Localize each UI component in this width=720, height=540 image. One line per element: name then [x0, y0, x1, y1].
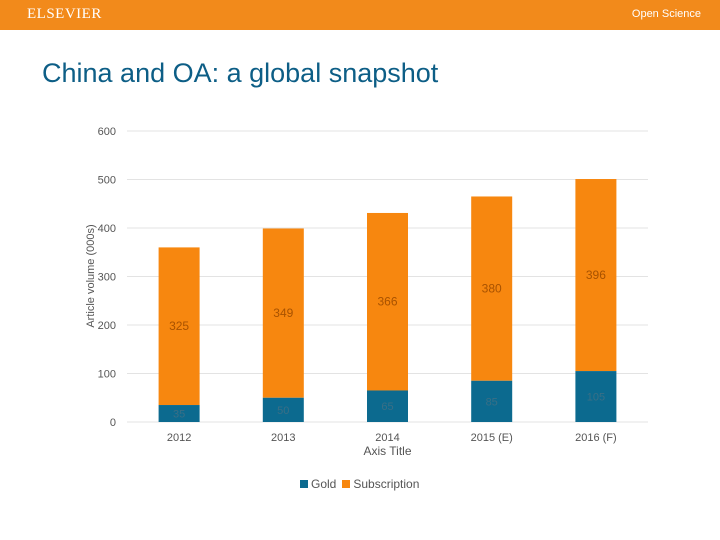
- y-tick-label: 100: [98, 369, 116, 381]
- data-label-subscription: 349: [273, 306, 293, 320]
- legend-swatch-subscription: [342, 480, 351, 488]
- bar-subscription: [158, 247, 200, 406]
- data-label-gold: 105: [587, 392, 605, 404]
- x-tick-label: 2015 (E): [471, 432, 513, 444]
- bar-subscription: [471, 196, 513, 381]
- chart-legend: Gold Subscription: [300, 477, 419, 491]
- x-tick-label: 2012: [167, 432, 191, 444]
- bar-subscription: [262, 228, 304, 398]
- y-axis-title: Article volume (000s): [85, 224, 97, 327]
- bar-gold: [158, 405, 200, 422]
- y-tick-label: 0: [110, 417, 116, 429]
- data-label-subscription: 396: [586, 268, 606, 282]
- legend-swatch-gold: [300, 480, 308, 488]
- x-tick-label: 2014: [375, 432, 399, 444]
- data-label-gold: 65: [381, 401, 393, 413]
- data-label-gold: 50: [277, 405, 289, 417]
- legend-item-gold: Gold: [300, 477, 336, 491]
- bar-subscription: [575, 179, 617, 372]
- legend-item-subscription: Subscription: [342, 477, 419, 491]
- data-label-subscription: 366: [377, 295, 397, 309]
- bar-gold: [262, 397, 304, 422]
- y-tick-label: 600: [98, 126, 116, 138]
- open-science-tag: Open Science: [631, 8, 701, 20]
- bar-subscription: [367, 212, 408, 391]
- elsevier-logo: ELSEVIER: [27, 6, 102, 22]
- bar-gold: [471, 380, 513, 422]
- y-tick-label: 200: [98, 320, 116, 332]
- y-tick-label: 400: [98, 223, 116, 235]
- legend-label-subscription: Subscription: [353, 477, 420, 491]
- data-label-gold: 85: [486, 396, 498, 408]
- data-label-subscription: 380: [482, 282, 502, 296]
- slide-title: China and OA: a global snapshot: [42, 58, 439, 88]
- y-tick-label: 300: [98, 272, 116, 284]
- x-tick-label: 2016 (F): [575, 432, 617, 444]
- x-tick-label: 2013: [271, 432, 295, 444]
- x-axis-title: Axis Title: [363, 444, 411, 458]
- y-tick-label: 500: [98, 175, 116, 187]
- data-label-subscription: 325: [169, 319, 189, 333]
- bar-gold: [367, 390, 408, 422]
- data-label-gold: 35: [173, 409, 185, 421]
- header-bar: ELSEVIER Open Science: [0, 0, 720, 30]
- legend-label-gold: Gold: [311, 477, 337, 491]
- bar-gold: [575, 371, 617, 422]
